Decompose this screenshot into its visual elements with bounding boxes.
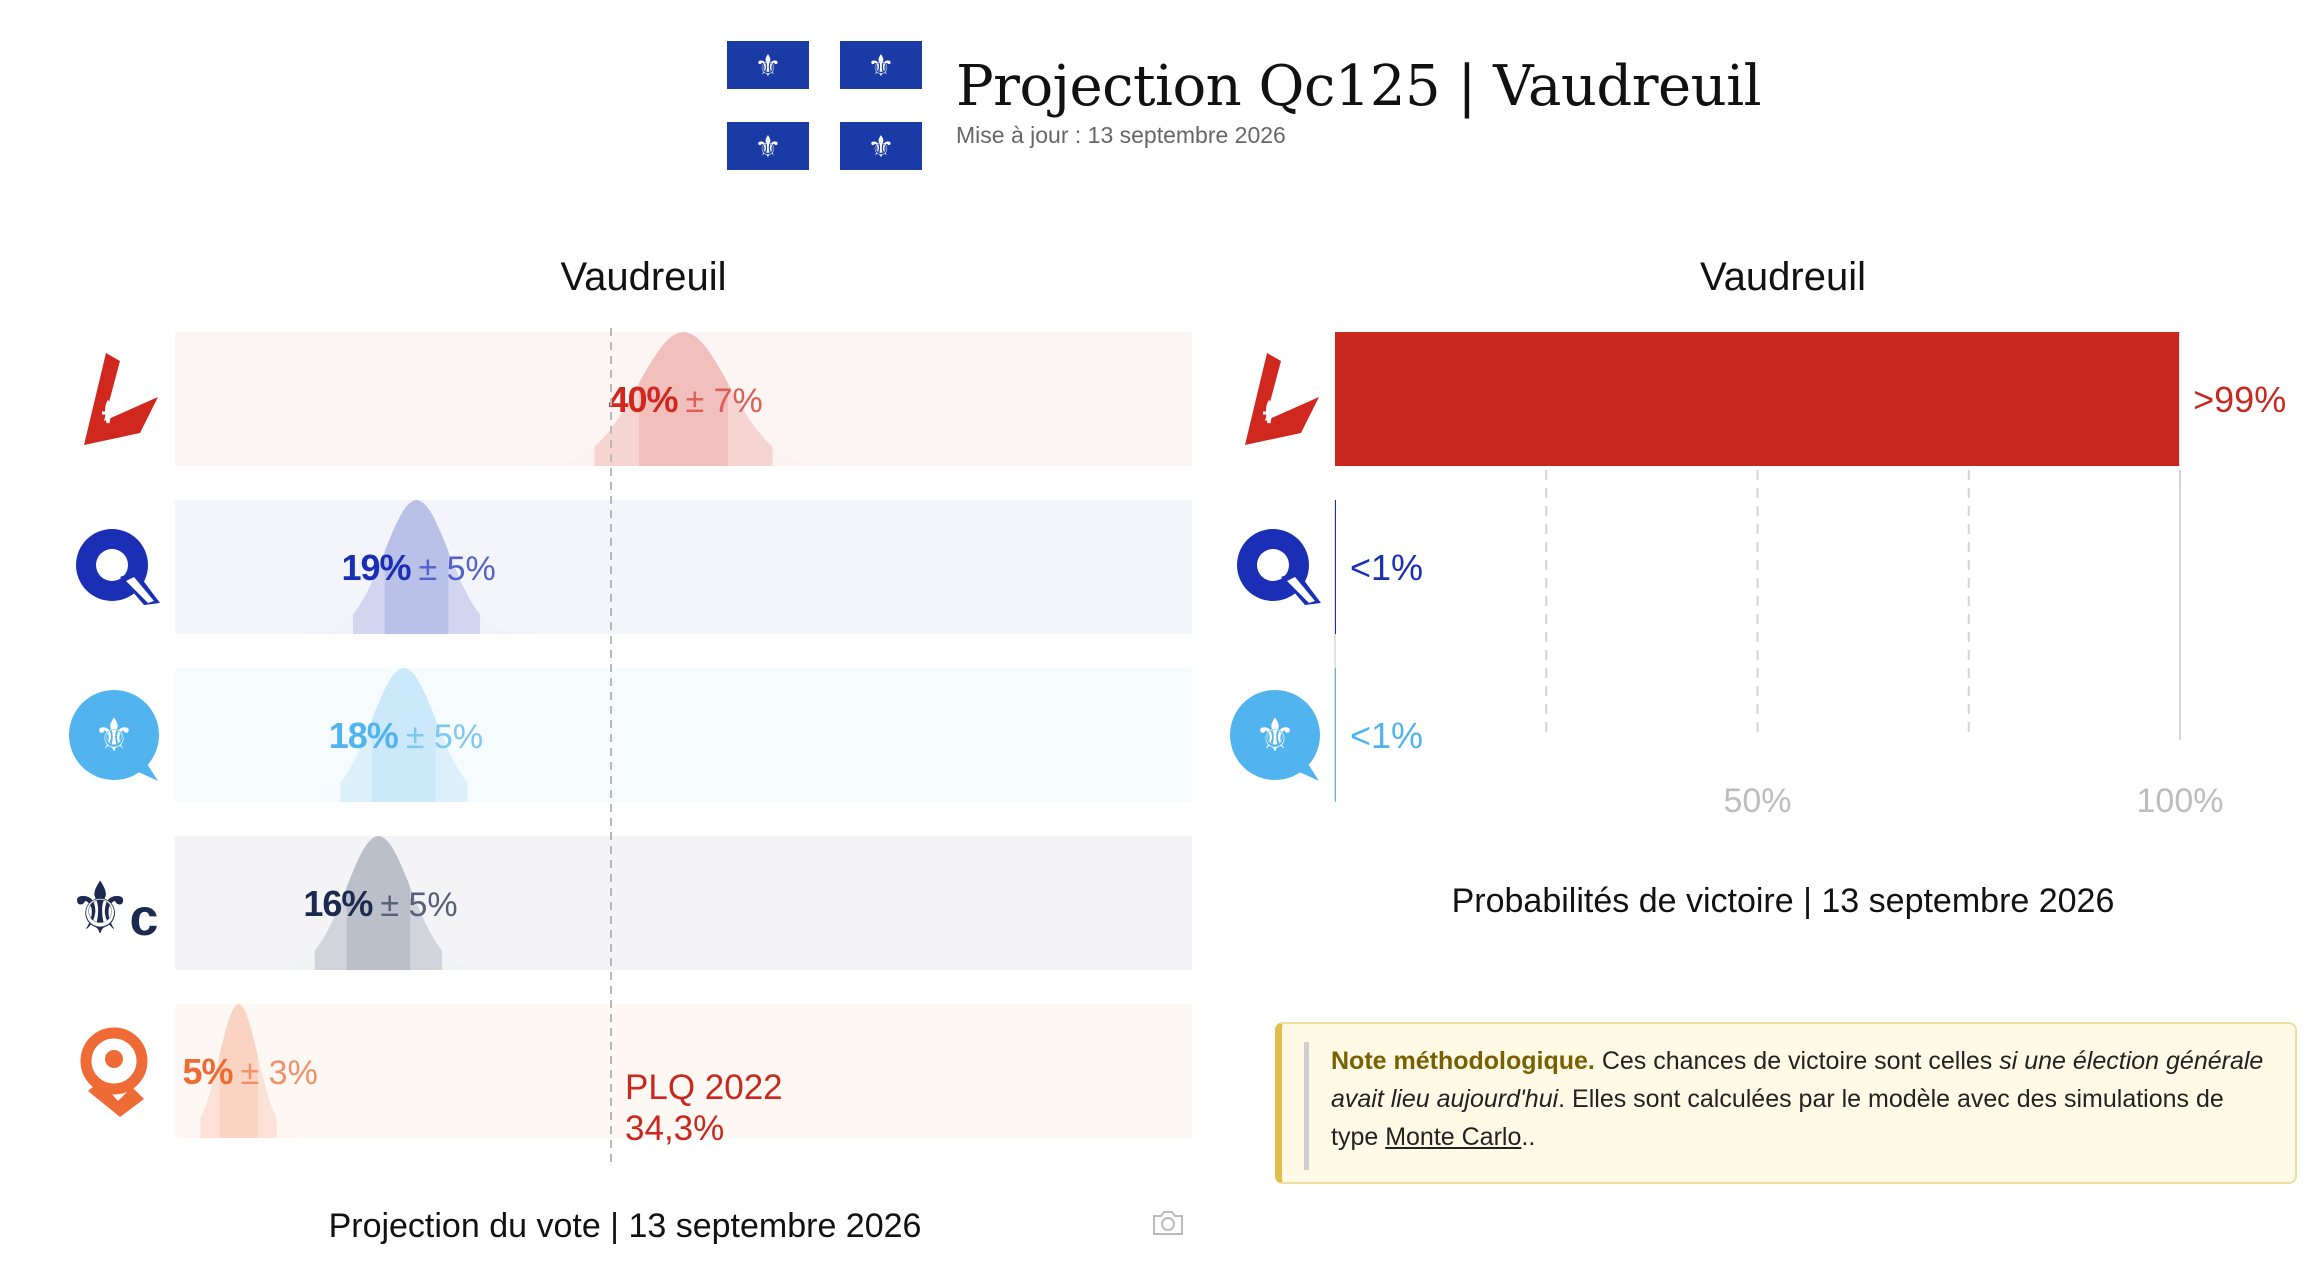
note-text-1: Ces chances de victoire sont celles xyxy=(1594,1047,2000,1075)
probability-label: <1% xyxy=(1350,547,1423,588)
win-probability-chart: Vaudreuil Probabilités de victoire | 13 s… xyxy=(1334,255,2286,920)
probability-bar xyxy=(1335,332,2180,466)
vote-error-label: ± 5% xyxy=(380,886,457,924)
reference-value-label: 34,3% xyxy=(625,1109,724,1148)
row-background xyxy=(175,668,1192,802)
camera-icon[interactable] xyxy=(1150,1208,1186,1238)
vote-value-label: 16% xyxy=(303,883,373,924)
party-pq-logo-icon: ⚜ xyxy=(69,690,159,781)
methodology-note: Note méthodologique. Ces chances de vict… xyxy=(1275,1022,2297,1184)
reference-label: PLQ 2022 xyxy=(625,1068,783,1107)
party-qs-logo-icon xyxy=(80,1027,148,1117)
party-caq-logo-icon xyxy=(1237,529,1321,605)
vote-row: 16% ± 5% xyxy=(175,836,1192,970)
svg-text:c: c xyxy=(130,889,159,947)
vote-row: 18% ± 5% xyxy=(175,668,1192,802)
x-tick-label: 100% xyxy=(2137,782,2224,820)
svg-text:⚜: ⚜ xyxy=(868,130,895,165)
note-text-3: .. xyxy=(1521,1123,1536,1151)
svg-text:⚜: ⚜ xyxy=(868,49,895,84)
probability-label: >99% xyxy=(2193,379,2286,420)
chart-title-left: Vaudreuil xyxy=(560,255,726,299)
vote-value-label: 18% xyxy=(329,715,399,756)
vote-error-label: ± 7% xyxy=(686,382,763,420)
vote-error-label: ± 5% xyxy=(406,718,483,756)
svg-text:⚜: ⚜ xyxy=(1254,708,1295,762)
svg-text:⚜: ⚜ xyxy=(755,49,782,84)
chart-title-right: Vaudreuil xyxy=(1700,255,1866,299)
update-date: Mise à jour : 13 septembre 2026 xyxy=(956,122,1286,148)
chart-caption-right: Probabilités de victoire | 13 septembre … xyxy=(1452,882,2115,920)
party-plq-logo-icon xyxy=(84,353,158,445)
party-pq-logo-icon: ⚜ xyxy=(1230,690,1320,781)
note-emphasis: si une élection générale avait lieu aujo… xyxy=(1331,1047,2264,1113)
chart-caption-left: Projection du vote | 13 septembre 2026 xyxy=(329,1207,922,1245)
probability-bar xyxy=(1335,668,1336,802)
vote-value-label: 40% xyxy=(608,379,678,420)
party-caq-logo-icon xyxy=(76,529,160,605)
row-background xyxy=(175,1004,1192,1138)
page-header: ⚜ ⚜ ⚜ ⚜ Projection Qc125 | Vaudreuil Mis… xyxy=(724,36,1762,186)
quebec-flag-icon: ⚜ ⚜ ⚜ ⚜ xyxy=(724,36,924,177)
svg-text:⚜: ⚜ xyxy=(93,708,134,762)
party-pcq-logo-icon: ⚜c xyxy=(68,866,159,950)
vote-row: 5% ± 3% xyxy=(160,1004,1192,1138)
svg-text:⚜: ⚜ xyxy=(755,130,782,165)
vote-row: 40% ± 7% xyxy=(175,332,1192,466)
vote-projection-chart: Vaudreuil Projection du vote | 13 septemb… xyxy=(160,255,1192,1245)
page-title: Projection Qc125 | Vaudreuil xyxy=(956,54,1762,119)
row-background xyxy=(175,500,1192,634)
x-tick-label: 50% xyxy=(1723,782,1791,820)
monte-carlo-link[interactable]: Monte Carlo xyxy=(1385,1123,1522,1151)
svg-text:⚜: ⚜ xyxy=(68,866,133,950)
probability-label: <1% xyxy=(1350,715,1423,756)
probability-bar xyxy=(1335,500,1336,634)
note-text-2: . Elles sont calculées par le modèle ave… xyxy=(1331,1085,2224,1151)
note-title: Note méthodologique. xyxy=(1331,1047,1595,1075)
vote-error-label: ± 3% xyxy=(241,1054,318,1092)
vote-row: 19% ± 5% xyxy=(175,500,1192,634)
vote-value-label: 19% xyxy=(341,547,411,588)
note-body: Note méthodologique. Ces chances de vict… xyxy=(1304,1042,2267,1170)
vote-error-label: ± 5% xyxy=(419,550,496,588)
vote-value-label: 5% xyxy=(183,1051,234,1092)
party-plq-logo-icon xyxy=(1245,353,1319,445)
